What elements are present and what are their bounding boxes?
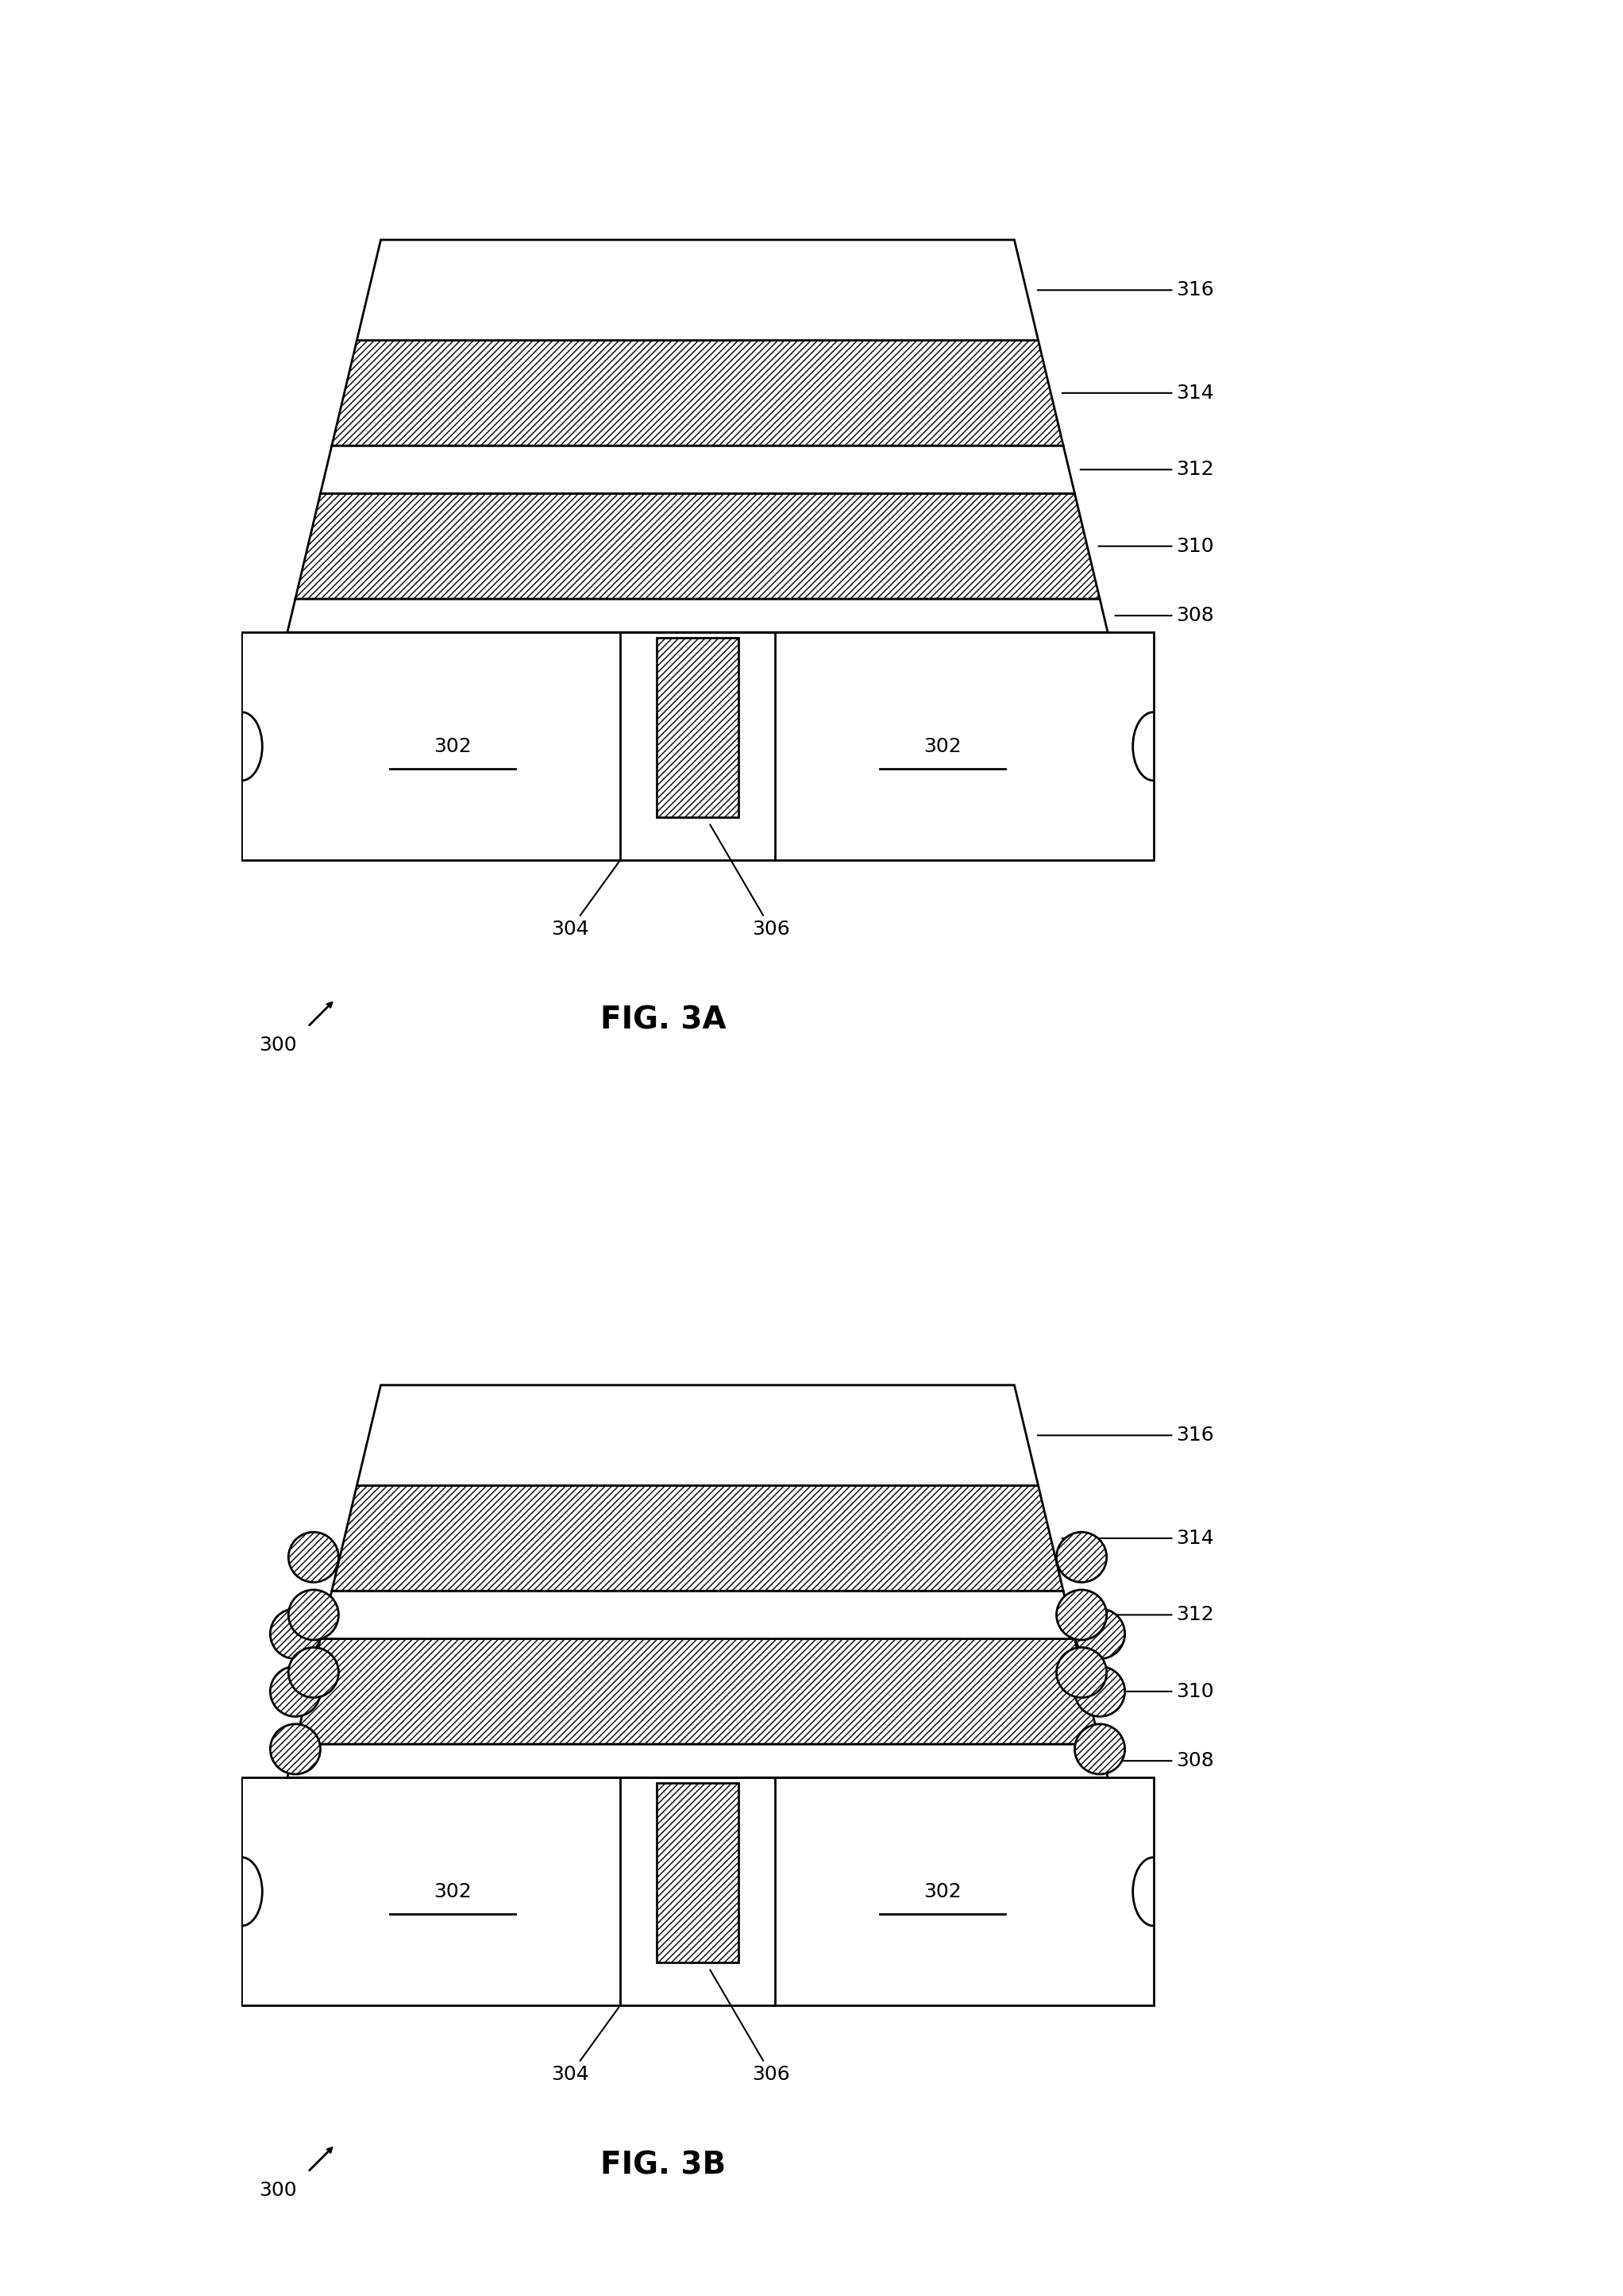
Polygon shape (331, 1486, 1063, 1591)
Text: 304: 304 (552, 2007, 618, 2085)
Circle shape (271, 1609, 320, 1658)
Circle shape (1074, 1667, 1125, 1717)
Circle shape (1074, 1609, 1125, 1658)
Text: 316: 316 (1037, 1426, 1214, 1444)
Text: 302: 302 (433, 1883, 472, 1901)
Circle shape (1057, 1531, 1107, 1582)
Text: 306: 306 (709, 1970, 790, 2085)
Polygon shape (357, 239, 1039, 340)
Text: 302: 302 (433, 737, 472, 755)
Polygon shape (320, 445, 1074, 494)
Bar (242, 631, 1154, 861)
Polygon shape (287, 599, 1109, 631)
Circle shape (289, 1649, 339, 1697)
Text: 316: 316 (1037, 280, 1214, 301)
Text: 308: 308 (1115, 1752, 1214, 1770)
Polygon shape (295, 1639, 1100, 1745)
Text: 302: 302 (923, 737, 961, 755)
Text: FIG. 3B: FIG. 3B (601, 2149, 725, 2181)
Polygon shape (357, 1384, 1039, 1486)
Circle shape (1074, 1724, 1125, 1775)
Polygon shape (320, 1591, 1074, 1639)
Text: FIG. 3A: FIG. 3A (601, 1006, 727, 1035)
Polygon shape (657, 638, 738, 817)
Text: 314: 314 (1061, 383, 1214, 402)
Text: 306: 306 (709, 824, 790, 939)
Polygon shape (287, 1745, 1109, 1777)
Circle shape (289, 1589, 339, 1639)
Text: 308: 308 (1115, 606, 1214, 625)
Circle shape (1057, 1649, 1107, 1697)
Text: 300: 300 (260, 1035, 297, 1054)
Circle shape (271, 1724, 320, 1775)
Text: 312: 312 (1081, 459, 1214, 480)
Polygon shape (295, 494, 1100, 599)
Text: 312: 312 (1081, 1605, 1214, 1623)
Text: 314: 314 (1061, 1529, 1214, 1548)
Polygon shape (657, 1784, 738, 1963)
Polygon shape (331, 340, 1063, 445)
Circle shape (271, 1667, 320, 1717)
Text: 310: 310 (1099, 537, 1214, 556)
Text: 300: 300 (260, 2181, 297, 2200)
Text: 302: 302 (923, 1883, 961, 1901)
Circle shape (289, 1531, 339, 1582)
Circle shape (1057, 1589, 1107, 1639)
Bar (242, 1777, 1154, 2004)
Text: 304: 304 (552, 861, 618, 939)
Text: 310: 310 (1099, 1683, 1214, 1701)
